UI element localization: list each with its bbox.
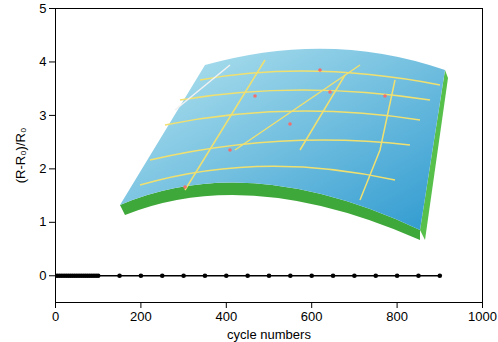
svg-text:2: 2 (39, 161, 46, 176)
svg-text:200: 200 (130, 309, 152, 324)
svg-text:4: 4 (39, 54, 46, 69)
svg-text:3: 3 (39, 108, 46, 123)
svg-text:800: 800 (386, 309, 408, 324)
svg-text:(R-R₀)/R₀: (R-R₀)/R₀ (13, 128, 28, 184)
svg-text:cycle numbers: cycle numbers (227, 327, 311, 342)
svg-text:400: 400 (215, 309, 237, 324)
svg-text:1000: 1000 (468, 309, 497, 324)
svg-text:5: 5 (39, 1, 46, 16)
svg-text:600: 600 (301, 309, 323, 324)
svg-text:0: 0 (52, 309, 59, 324)
svg-text:1: 1 (39, 214, 46, 229)
svg-text:0: 0 (39, 268, 46, 283)
